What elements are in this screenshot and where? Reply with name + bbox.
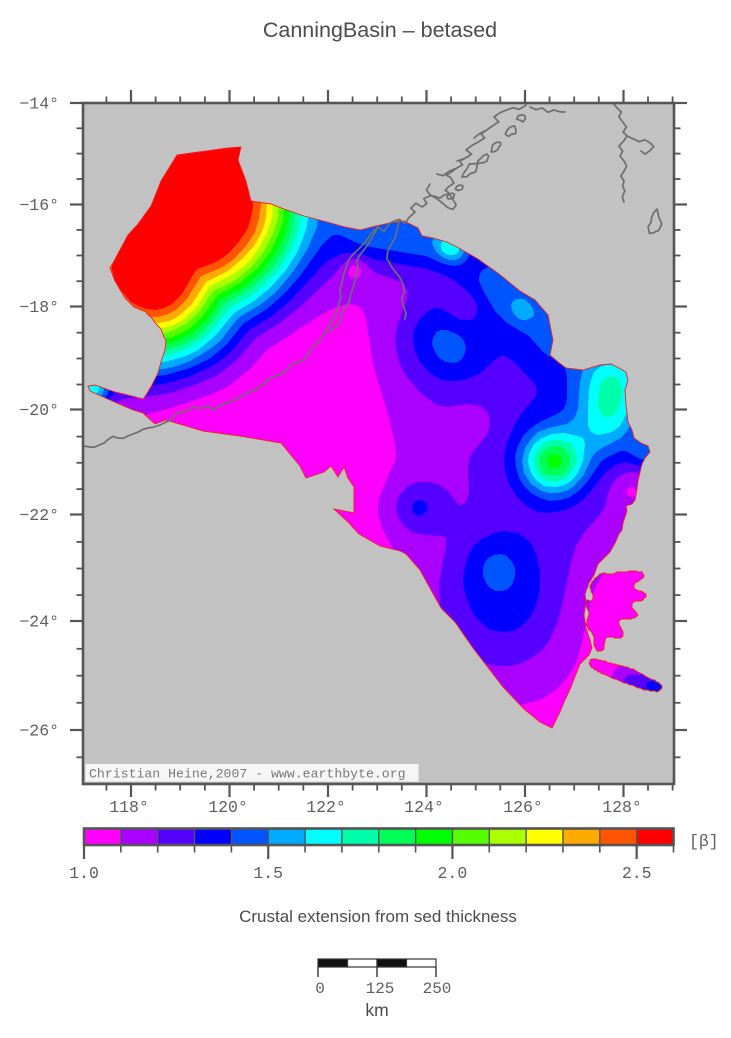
- svg-text:1.5: 1.5: [253, 864, 283, 883]
- svg-text:−22°: −22°: [19, 506, 59, 525]
- svg-text:1.0: 1.0: [69, 864, 99, 883]
- svg-text:[β]: [β]: [689, 832, 719, 851]
- svg-text:2.0: 2.0: [438, 864, 468, 883]
- svg-text:km: km: [365, 1000, 388, 1020]
- svg-text:Christian Heine,2007 - www.ear: Christian Heine,2007 - www.earthbyte.org: [89, 767, 406, 782]
- svg-text:122°: 122°: [306, 798, 346, 817]
- svg-text:−26°: −26°: [19, 722, 59, 741]
- svg-text:Crustal extension from sed thi: Crustal extension from sed thickness: [239, 907, 517, 926]
- svg-text:250: 250: [423, 980, 452, 998]
- svg-text:−20°: −20°: [19, 401, 59, 420]
- svg-text:120°: 120°: [208, 798, 248, 817]
- svg-text:118°: 118°: [109, 798, 149, 817]
- svg-text:0: 0: [315, 980, 325, 998]
- svg-text:−16°: −16°: [19, 196, 59, 215]
- svg-text:128°: 128°: [602, 798, 642, 817]
- svg-text:126°: 126°: [503, 798, 543, 817]
- svg-text:−24°: −24°: [19, 613, 59, 632]
- svg-text:2.5: 2.5: [622, 864, 652, 883]
- svg-text:125: 125: [366, 980, 395, 998]
- svg-text:CanningBasin – betased: CanningBasin – betased: [263, 18, 497, 42]
- svg-text:124°: 124°: [404, 798, 444, 817]
- svg-text:−18°: −18°: [19, 298, 59, 317]
- svg-text:−14°: −14°: [19, 95, 59, 114]
